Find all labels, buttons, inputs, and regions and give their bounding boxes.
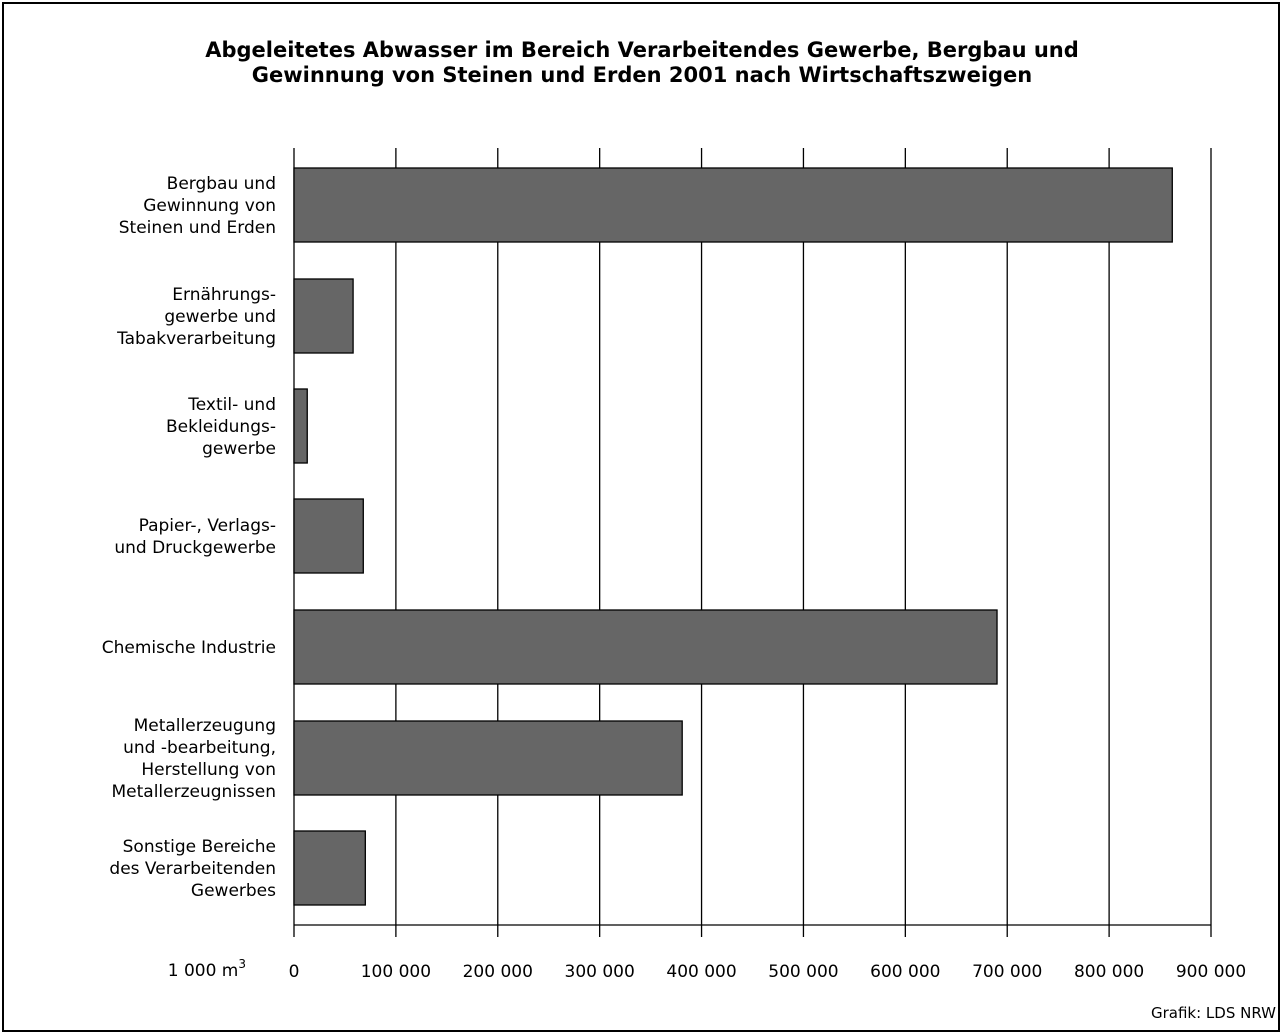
x-axis: 0 100 000 200 000 300 000 400 000 500 000 600 … — [289, 924, 1246, 982]
category-label-2: Textil- und Bekleidungs-gewerbe — [166, 395, 276, 459]
bar-2 — [293, 388, 308, 464]
category-label-0: Bergbau und Gewinnung von Steinen und Erde… — [119, 174, 276, 238]
x-tick-label-6: 600 000 — [870, 962, 940, 982]
x-tick-label-5: 500 000 — [768, 962, 838, 982]
x-tick-label-8: 800 000 — [1074, 962, 1144, 982]
chart-title: Abgeleitetes Abwasser im Bereich Verarbe… — [0, 38, 1284, 88]
bar-6 — [293, 830, 366, 906]
bar-3 — [293, 498, 364, 574]
chart-title-line-1: Abgeleitetes Abwasser im Bereich Verarbe… — [205, 38, 1079, 62]
x-tick-label-1: 100 000 — [361, 962, 431, 982]
category-label-5: Metallerzeugung und -bearbeitung, Herstell… — [112, 716, 277, 802]
bar-5 — [293, 720, 683, 796]
category-label-3: Papier-, Verlags-und Druckgewerbe — [114, 516, 276, 558]
x-tick-label-3: 300 000 — [565, 962, 635, 982]
x-tick-label-9: 900 000 — [1176, 962, 1246, 982]
grid-lines — [293, 148, 1212, 937]
bar-1 — [293, 278, 354, 354]
x-tick-label-0: 0 — [289, 962, 300, 982]
category-label-1: Ernährungs-gewerbe und Tabakverarbeitung — [116, 285, 276, 349]
source-credit: Grafik: LDS NRW — [1150, 1004, 1276, 1022]
unit-label-exponent: 3 — [238, 957, 246, 971]
bar-4 — [293, 609, 998, 685]
chart-title-line-2: Gewinnung von Steinen und Erden 2001 nac… — [251, 63, 1033, 87]
bar-0 — [293, 167, 1173, 243]
unit-label: 1 000 m3 — [168, 957, 246, 981]
category-label-6: Sonstige Bereiche des Verarbeitenden Gewer… — [109, 837, 276, 901]
x-tick-label-4: 400 000 — [666, 962, 736, 982]
x-tick-label-7: 700 000 — [972, 962, 1042, 982]
category-labels: Bergbau und Gewinnung von Steinen und Erde… — [102, 174, 276, 901]
bars — [293, 167, 1173, 906]
x-tick-label-2: 200 000 — [463, 962, 533, 982]
category-label-4: Chemische Industrie — [102, 638, 276, 658]
unit-label-base: 1 000 m — [168, 961, 239, 981]
